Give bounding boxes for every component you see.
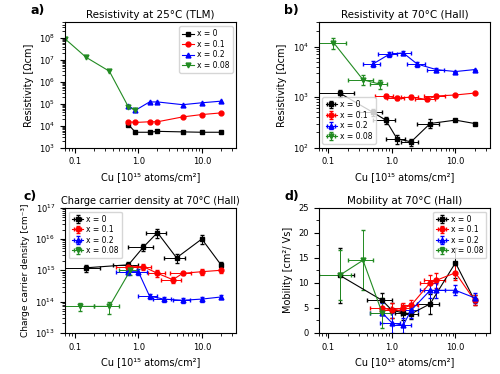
x = 0.08	[62, 37, 68, 41]
Y-axis label: Resistivity [Ωcm]: Resistivity [Ωcm]	[277, 43, 287, 127]
Title: Resistivity at 70°C (Hall): Resistivity at 70°C (Hall)	[340, 10, 468, 20]
x = 0	[146, 130, 152, 135]
x = 0.2	[132, 108, 138, 113]
x = 0.2	[180, 102, 186, 107]
x = 0.08	[126, 105, 132, 109]
Text: c): c)	[24, 190, 37, 203]
Line: x = 0: x = 0	[126, 122, 224, 135]
Legend: x = 0, x = 0.1, x = 0.2, x = 0.08: x = 0, x = 0.1, x = 0.2, x = 0.08	[433, 212, 486, 258]
Title: Charge carrier density at 70°C (Hall): Charge carrier density at 70°C (Hall)	[62, 196, 240, 206]
X-axis label: Cu [10¹⁵ atoms/cm²]: Cu [10¹⁵ atoms/cm²]	[101, 172, 200, 182]
x = 0	[126, 123, 132, 127]
Legend: x = 0, x = 0.1, x = 0.2, x = 0.08: x = 0, x = 0.1, x = 0.2, x = 0.08	[180, 26, 233, 73]
Legend: x = 0, x = 0.1, x = 0.2, x = 0.08: x = 0, x = 0.1, x = 0.2, x = 0.08	[69, 212, 122, 258]
Text: b): b)	[284, 4, 299, 18]
Y-axis label: Charge carrier density [cm⁻³]: Charge carrier density [cm⁻³]	[21, 203, 30, 337]
x = 0.1	[218, 111, 224, 115]
x = 0.1	[132, 120, 138, 125]
Y-axis label: Resistivity [Ωcm]: Resistivity [Ωcm]	[24, 43, 34, 127]
X-axis label: Cu [10¹⁵ atoms/cm²]: Cu [10¹⁵ atoms/cm²]	[354, 357, 454, 367]
x = 0	[132, 130, 138, 135]
Line: x = 0.08: x = 0.08	[62, 36, 138, 113]
x = 0.2	[154, 100, 160, 104]
Text: d): d)	[284, 190, 299, 203]
x = 0.2	[126, 104, 132, 108]
x = 0	[199, 130, 205, 135]
Title: Resistivity at 25°C (TLM): Resistivity at 25°C (TLM)	[86, 10, 215, 20]
x = 0.08	[132, 108, 138, 113]
Line: x = 0.2: x = 0.2	[126, 99, 224, 113]
X-axis label: Cu [10¹⁵ atoms/cm²]: Cu [10¹⁵ atoms/cm²]	[354, 172, 454, 182]
x = 0.08	[83, 55, 89, 59]
Legend: x = 0, x = 0.1, x = 0.2, x = 0.08: x = 0, x = 0.1, x = 0.2, x = 0.08	[322, 97, 376, 144]
x = 0.1	[146, 120, 152, 124]
x = 0.1	[126, 120, 132, 124]
x = 0	[180, 130, 186, 134]
Y-axis label: Mobility [cm²/ Vs]: Mobility [cm²/ Vs]	[283, 227, 293, 313]
x = 0.1	[154, 120, 160, 124]
x = 0.1	[180, 115, 186, 119]
X-axis label: Cu [10¹⁵ atoms/cm²]: Cu [10¹⁵ atoms/cm²]	[101, 357, 200, 367]
x = 0.2	[199, 101, 205, 105]
x = 0.08	[106, 69, 112, 73]
x = 0.2	[146, 100, 152, 104]
x = 0.1	[199, 112, 205, 117]
Text: a): a)	[30, 4, 45, 18]
Line: x = 0.1: x = 0.1	[126, 110, 224, 125]
x = 0.2	[218, 99, 224, 104]
Title: Mobility at 70°C (Hall): Mobility at 70°C (Hall)	[346, 196, 462, 206]
x = 0	[154, 129, 160, 134]
x = 0	[218, 130, 224, 135]
